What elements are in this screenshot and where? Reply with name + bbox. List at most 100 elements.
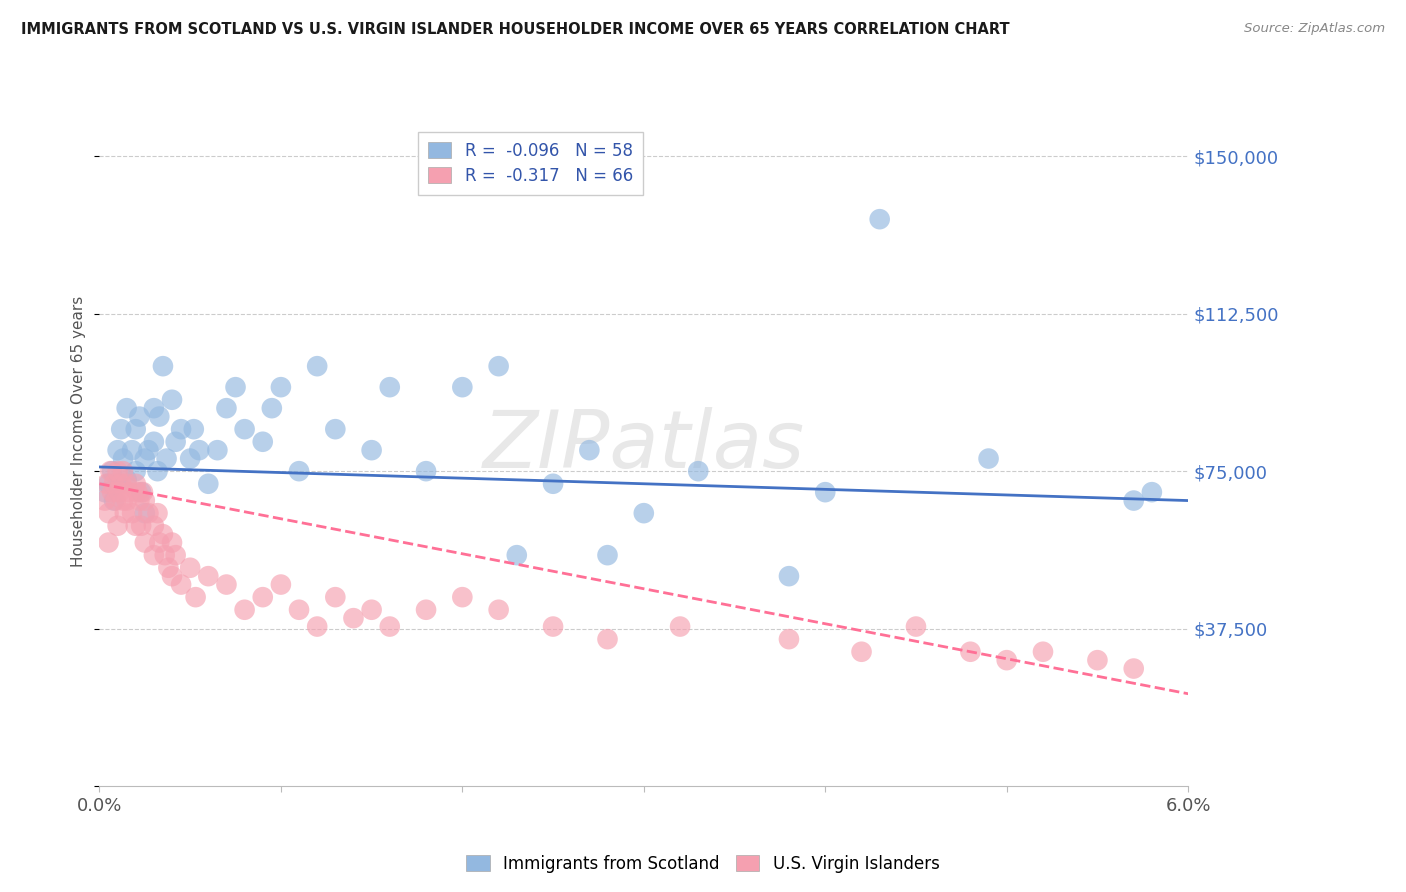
- Point: [415, 603, 437, 617]
- Point: [148, 535, 170, 549]
- Point: [451, 380, 474, 394]
- Point: [215, 577, 238, 591]
- Point: [94, 485, 117, 500]
- Point: [148, 409, 170, 424]
- Point: [115, 476, 138, 491]
- Point: [1087, 653, 1109, 667]
- Point: [378, 619, 401, 633]
- Y-axis label: Householder Income Over 65 years: Householder Income Over 65 years: [72, 296, 86, 567]
- Point: [138, 443, 160, 458]
- Point: [270, 577, 292, 591]
- Point: [288, 464, 311, 478]
- Point: [197, 476, 219, 491]
- Text: ZIPatlas: ZIPatlas: [482, 407, 804, 485]
- Point: [233, 603, 256, 617]
- Point: [134, 451, 156, 466]
- Point: [111, 451, 134, 466]
- Point: [142, 518, 165, 533]
- Point: [111, 464, 134, 478]
- Point: [225, 380, 247, 394]
- Point: [307, 619, 329, 633]
- Point: [215, 401, 238, 416]
- Point: [107, 443, 129, 458]
- Point: [270, 380, 292, 394]
- Point: [134, 535, 156, 549]
- Point: [165, 434, 187, 449]
- Point: [129, 485, 152, 500]
- Point: [596, 548, 619, 562]
- Point: [110, 422, 132, 436]
- Point: [160, 535, 183, 549]
- Point: [132, 485, 155, 500]
- Point: [101, 464, 124, 478]
- Point: [121, 443, 143, 458]
- Point: [995, 653, 1018, 667]
- Point: [260, 401, 283, 416]
- Point: [111, 493, 134, 508]
- Text: IMMIGRANTS FROM SCOTLAND VS U.S. VIRGIN ISLANDER HOUSEHOLDER INCOME OVER 65 YEAR: IMMIGRANTS FROM SCOTLAND VS U.S. VIRGIN …: [21, 22, 1010, 37]
- Point: [541, 619, 564, 633]
- Point: [142, 401, 165, 416]
- Point: [115, 401, 138, 416]
- Point: [596, 632, 619, 647]
- Point: [146, 464, 169, 478]
- Point: [170, 422, 193, 436]
- Point: [669, 619, 692, 633]
- Point: [814, 485, 837, 500]
- Point: [165, 548, 187, 562]
- Point: [98, 464, 121, 478]
- Point: [127, 485, 149, 500]
- Point: [125, 518, 148, 533]
- Point: [146, 506, 169, 520]
- Point: [451, 590, 474, 604]
- Point: [128, 493, 150, 508]
- Point: [323, 590, 346, 604]
- Point: [134, 493, 156, 508]
- Point: [103, 493, 125, 508]
- Point: [153, 548, 176, 562]
- Legend: Immigrants from Scotland, U.S. Virgin Islanders: Immigrants from Scotland, U.S. Virgin Is…: [460, 848, 946, 880]
- Point: [233, 422, 256, 436]
- Point: [138, 506, 160, 520]
- Point: [142, 548, 165, 562]
- Point: [101, 485, 124, 500]
- Legend: R =  -0.096   N = 58, R =  -0.317   N = 66: R = -0.096 N = 58, R = -0.317 N = 66: [418, 132, 643, 194]
- Point: [96, 476, 118, 491]
- Point: [183, 422, 205, 436]
- Point: [851, 645, 873, 659]
- Point: [1122, 493, 1144, 508]
- Point: [778, 632, 800, 647]
- Point: [179, 560, 201, 574]
- Point: [107, 518, 129, 533]
- Point: [97, 476, 120, 491]
- Point: [160, 392, 183, 407]
- Point: [1140, 485, 1163, 500]
- Point: [252, 434, 274, 449]
- Point: [152, 359, 174, 374]
- Point: [117, 485, 139, 500]
- Point: [633, 506, 655, 520]
- Point: [170, 577, 193, 591]
- Point: [360, 603, 382, 617]
- Point: [94, 493, 117, 508]
- Point: [541, 476, 564, 491]
- Point: [688, 464, 710, 478]
- Point: [778, 569, 800, 583]
- Point: [360, 443, 382, 458]
- Point: [107, 476, 129, 491]
- Point: [904, 619, 927, 633]
- Point: [197, 569, 219, 583]
- Point: [179, 451, 201, 466]
- Point: [323, 422, 346, 436]
- Point: [488, 359, 510, 374]
- Point: [110, 476, 132, 491]
- Point: [97, 535, 120, 549]
- Point: [107, 464, 129, 478]
- Point: [155, 451, 177, 466]
- Point: [1032, 645, 1054, 659]
- Point: [121, 506, 143, 520]
- Point: [108, 485, 131, 500]
- Point: [129, 518, 152, 533]
- Point: [1122, 661, 1144, 675]
- Point: [307, 359, 329, 374]
